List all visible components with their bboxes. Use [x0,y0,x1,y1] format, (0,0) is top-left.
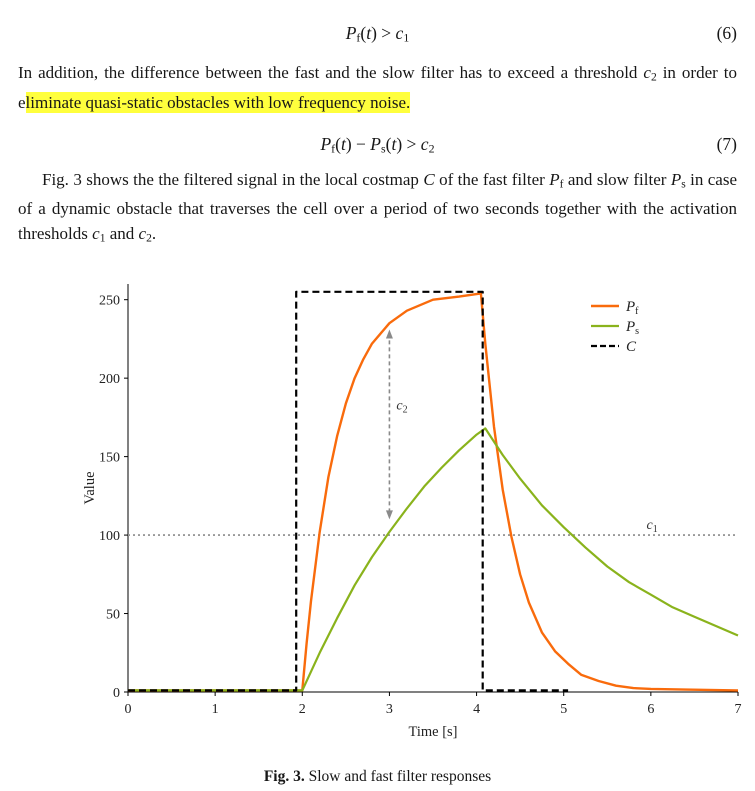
x-tick-label: 6 [647,702,654,717]
y-tick-label: 100 [99,529,120,544]
x-tick-label: 5 [560,702,567,717]
x-tick-label: 7 [735,702,742,717]
y-axis-label: Value [82,471,98,504]
legend-label-Ps: Ps [625,319,639,337]
equation-6: Pf(t) > c1 (6) [18,20,737,46]
c2-arrow-head-top [385,329,393,339]
c2-arrow-head-bottom [385,509,393,519]
figure-3-chart: 0 50 100 150 200 250 0 1 2 3 4 5 6 7 Time [s] Value c1 c2… [82,283,742,740]
x-tick-label: 2 [299,702,306,717]
equation-6-number: (6) [716,23,737,43]
c2-label: c2 [396,398,407,415]
paragraph-threshold-c2: In addition, the difference between the … [18,63,737,113]
figure-3-caption: Fig. 3. Slow and fast filter responses [263,767,492,785]
y-tick-label: 50 [106,607,120,622]
x-tick-label: 1 [212,702,219,717]
x-tick-label: 4 [473,702,480,717]
paragraph-fig3-description: Fig. 3 shows the the filtered signal in … [18,169,737,245]
c1-label: c1 [647,517,658,534]
series-line-C [128,290,569,692]
equation-7-number: (7) [716,133,737,154]
legend-label-Pf: Pf [625,299,639,317]
series-line-Pf [128,291,739,692]
equation-6-math: Pf(t) > c1 [345,23,410,45]
x-axis-label: Time [s] [408,724,457,740]
y-tick-label: 0 [113,686,120,701]
legend-label-C: C [626,339,637,355]
series-line-Ps [128,426,739,692]
x-tick-label: 0 [125,702,132,717]
equation-7-math: Pf(t) − Ps(t) > c2 [320,133,435,156]
y-tick-label: 250 [99,293,120,308]
figure-3: 0 50 100 150 200 250 0 1 2 3 4 5 6 7 Time [s] Value c1 c2… [78,277,748,752]
y-tick-label: 200 [99,372,120,387]
x-tick-label: 3 [386,702,393,717]
y-tick-label: 150 [99,450,120,465]
equation-7: Pf(t) − Ps(t) > c2 (7) [18,131,737,157]
